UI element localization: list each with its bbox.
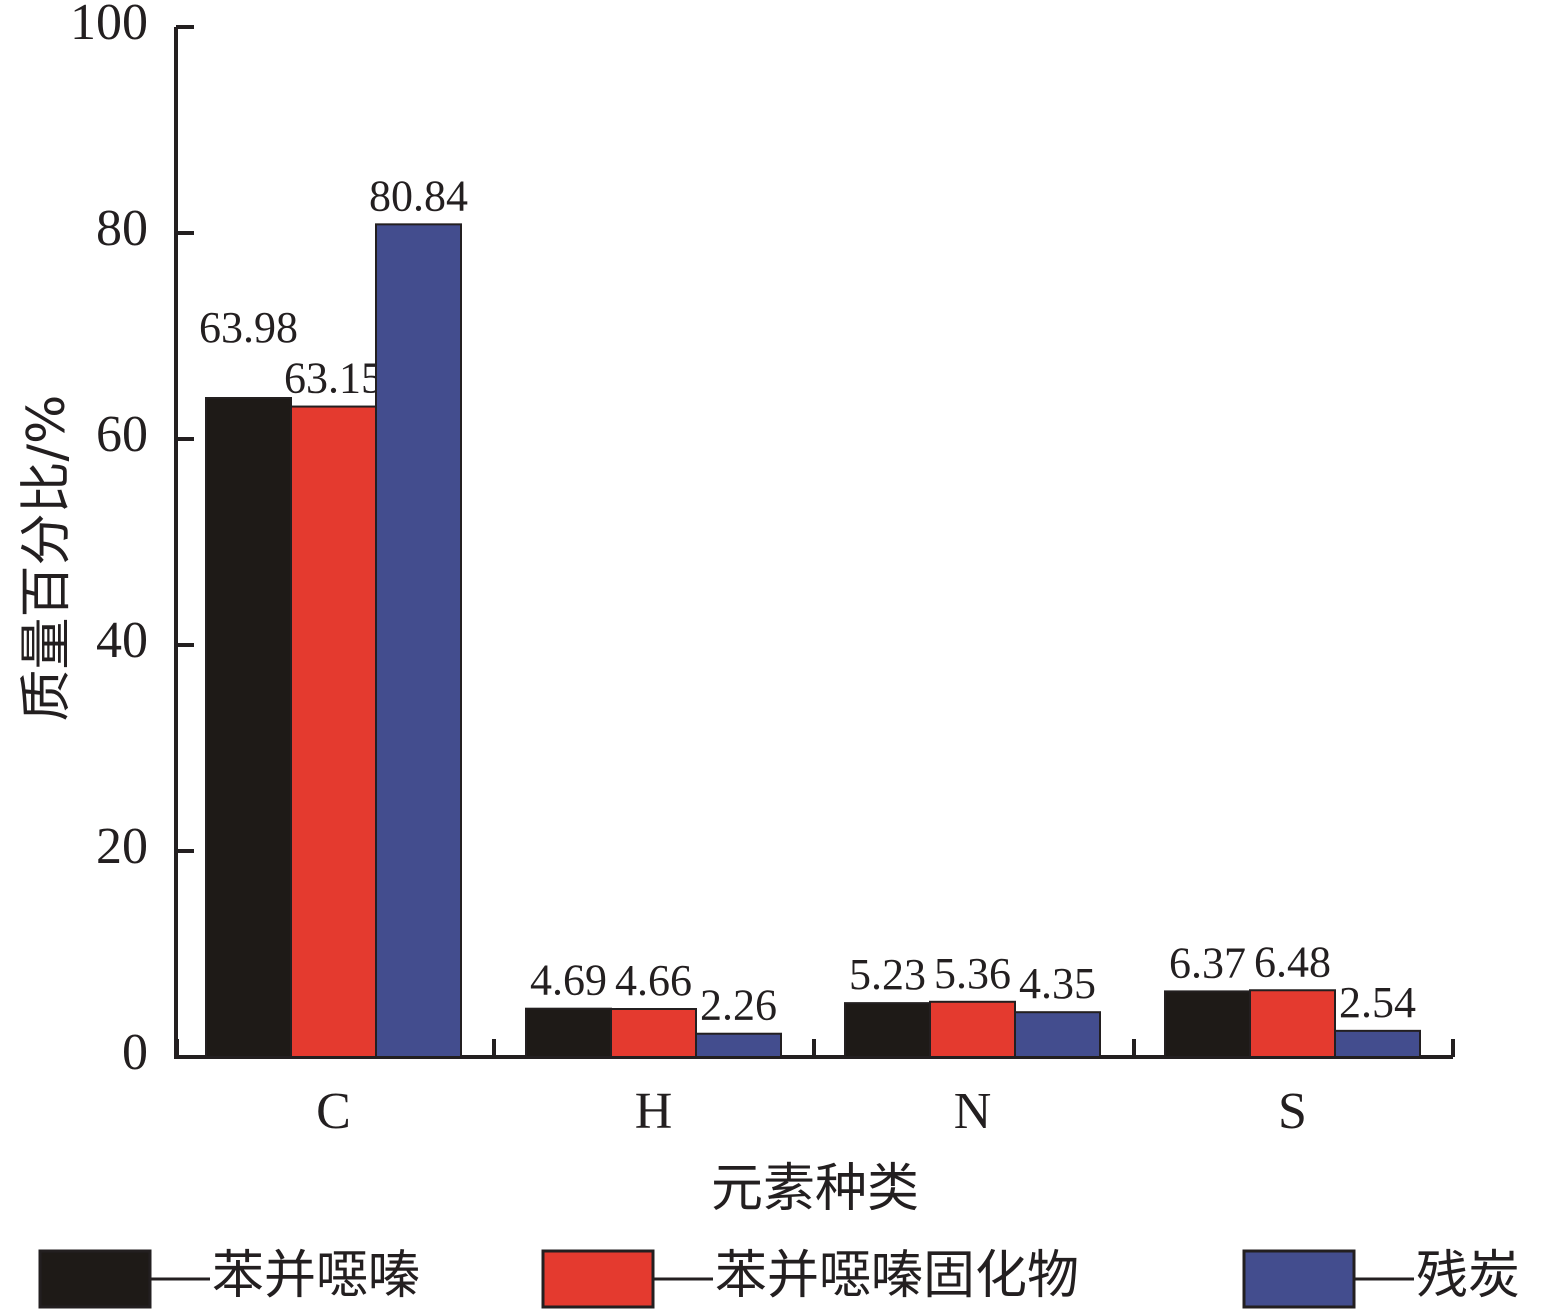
- data-label: 2.26: [700, 981, 777, 1030]
- bar-S-series-3: [1334, 1029, 1421, 1059]
- legend-swatch: [1242, 1249, 1356, 1309]
- bar-C-series-2: [290, 405, 377, 1058]
- legend-label: 残炭: [1416, 1246, 1520, 1306]
- data-label: 4.69: [530, 956, 607, 1005]
- legend-label: 苯并噁嗪固化物: [715, 1246, 1079, 1306]
- data-label: 63.15: [284, 354, 383, 403]
- bar-S-series-1: [1164, 990, 1251, 1058]
- bar-N-series-3: [1014, 1011, 1101, 1059]
- data-label: 80.84: [369, 171, 468, 220]
- bar-S-series-2: [1249, 989, 1336, 1058]
- legend-swatch: [38, 1249, 152, 1309]
- x-tick-label: S: [1278, 1083, 1307, 1140]
- y-tick-label: 40: [96, 612, 148, 669]
- x-tick-label: N: [954, 1083, 992, 1140]
- bar-C-series-3: [375, 223, 462, 1058]
- data-label: 2.54: [1339, 978, 1416, 1027]
- data-label: 4.66: [615, 956, 692, 1005]
- bar-H-series-2: [610, 1008, 697, 1059]
- y-tick-label: 20: [96, 818, 148, 875]
- x-axis-label: 元素种类: [711, 1159, 919, 1219]
- bar-H-series-3: [695, 1032, 782, 1059]
- data-label: 5.23: [849, 950, 926, 999]
- data-label: 6.48: [1254, 937, 1331, 986]
- bar-C-series-1: [205, 397, 292, 1059]
- y-tick-label: 80: [96, 200, 148, 257]
- x-tick-label: C: [316, 1083, 351, 1140]
- data-label: 6.37: [1169, 938, 1246, 987]
- data-label: 5.36: [934, 949, 1011, 998]
- legend: 苯并噁嗪 苯并噁嗪固化物 残炭: [38, 1246, 1520, 1309]
- bar-H-series-1: [525, 1007, 612, 1058]
- legend-swatch: [541, 1249, 655, 1309]
- data-label: 4.35: [1019, 959, 1096, 1008]
- bar-N-series-1: [844, 1002, 931, 1058]
- y-tick-label: 100: [70, 0, 148, 51]
- x-tick-label: H: [635, 1083, 673, 1140]
- legend-label: 苯并噁嗪: [212, 1246, 420, 1306]
- y-tick-label: 60: [96, 406, 148, 463]
- data-label: 63.98: [199, 303, 298, 352]
- y-tick-label: 0: [122, 1024, 148, 1081]
- bar-N-series-2: [929, 1000, 1016, 1058]
- y-axis-label: 质量百分比/%: [17, 395, 77, 722]
